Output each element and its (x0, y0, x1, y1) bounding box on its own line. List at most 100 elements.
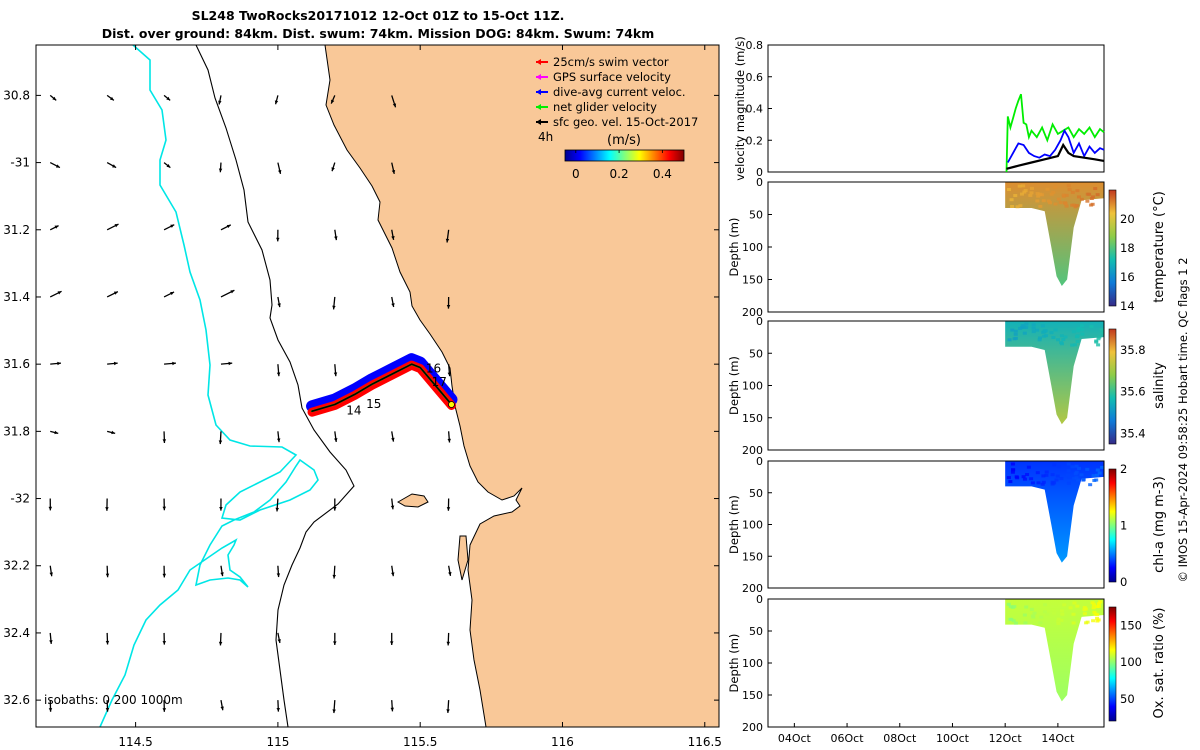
section-speckle (1100, 331, 1105, 335)
section-speckle (1095, 468, 1100, 472)
velocity-arrowhead (447, 438, 451, 443)
profile-ytick-label: 50 (749, 487, 763, 500)
section-speckle (1080, 332, 1085, 336)
velocity-arrowhead (112, 164, 117, 168)
profile-colorbar-tick-label: 35.6 (1120, 385, 1146, 399)
legend-box (530, 52, 714, 132)
section-speckle (1012, 605, 1017, 609)
date-tick-label: 14Oct (1041, 732, 1075, 745)
velocity-ytick-label: 0.2 (746, 134, 764, 147)
velocity-arrowhead (332, 709, 336, 714)
section-speckle (1099, 328, 1104, 332)
profile-ytick-label: 100 (742, 657, 763, 670)
velocity-arrowhead (391, 303, 395, 308)
section-speckle (1040, 324, 1045, 328)
section-speckle (1064, 204, 1069, 208)
profile-colorbar-tick-label: 1 (1120, 519, 1127, 533)
section-speckle (1070, 190, 1075, 194)
section-speckle (1023, 621, 1028, 625)
velocity-arrowhead (277, 303, 281, 308)
profile-ytick-label: 150 (742, 550, 763, 563)
map-frame (35, 44, 720, 728)
section-speckle (1036, 481, 1041, 485)
section-speckle (1042, 334, 1047, 338)
velocity-arrowhead (162, 641, 166, 645)
section-speckle (1089, 196, 1094, 200)
velocity-arrowhead (105, 708, 110, 712)
profile-colorbar (1108, 328, 1117, 445)
velocity-arrowhead (218, 168, 223, 173)
section-speckle (1085, 199, 1090, 203)
title-line-1: SL248 TwoRocks20171012 12-Oct 01Z to 15-… (192, 8, 565, 23)
section-speckle (1060, 612, 1065, 616)
section-speckle (1041, 480, 1046, 484)
profile-colorbar (1108, 189, 1117, 307)
velocity-ylabel: velocity magnitude (m/s) (733, 36, 747, 181)
section-speckle (1079, 473, 1084, 477)
velocity-arrowhead (274, 100, 279, 105)
section-speckle (1011, 468, 1016, 472)
section-speckle (1037, 338, 1042, 342)
section-speckle (1064, 193, 1069, 197)
legend-label: sfc geo. vel. 15-Oct-2017 (553, 115, 698, 129)
velocity-arrowhead (333, 641, 337, 645)
section-speckle (1022, 477, 1027, 481)
velocity-arrowhead (162, 573, 167, 578)
section-speckle (1028, 193, 1033, 197)
isobath-1000m (99, 45, 319, 727)
profile-ytick-label: 200 (742, 306, 763, 319)
section-speckle (1053, 328, 1058, 332)
map-ytick-label: 31.6 (3, 357, 30, 371)
section-speckle (1037, 336, 1042, 340)
section-speckle (1089, 325, 1094, 329)
map-ytick-label: 31.8 (3, 424, 30, 438)
map-xtick-label: 116.5 (688, 735, 722, 749)
section-speckle (1035, 471, 1040, 475)
section-speckle (1100, 465, 1105, 469)
isobaths-label: isobaths: 0 200 1000m (44, 693, 183, 707)
section-speckle (1007, 338, 1012, 342)
section-speckle (1043, 603, 1048, 607)
velocity-arrowhead (113, 361, 118, 366)
section-speckle (1040, 482, 1045, 486)
velocity-arrowhead (226, 224, 231, 229)
velocity-arrowhead (49, 640, 53, 644)
velocity-arrowhead (333, 372, 338, 377)
section-speckle (1074, 476, 1079, 480)
section-speckle (1085, 192, 1090, 196)
section-speckle (1054, 478, 1059, 482)
section-speckle (1049, 331, 1054, 335)
velocity-arrowhead (277, 169, 282, 174)
section-speckle (1051, 190, 1056, 194)
legend-swatch-head (536, 89, 541, 95)
section-speckle (1015, 205, 1020, 209)
velocity-ytick-label: 0.6 (746, 71, 764, 84)
section-speckle (1072, 601, 1077, 605)
profile-colorbar-label: Ox. sat. ratio (%) (1152, 608, 1167, 719)
colorbar-tick-label: 0 (572, 167, 580, 181)
profile-ylabel: Depth (m) (727, 634, 741, 693)
velocity-ytick-label: 0.8 (746, 39, 764, 52)
section-speckle (1024, 325, 1029, 329)
colorbar-tick-label: 0.4 (653, 167, 672, 181)
velocity-arrowhead (446, 304, 451, 309)
section-speckle (1006, 476, 1011, 480)
profile-ytick-label: 200 (742, 721, 763, 734)
profile-colorbar-tick-label: 18 (1120, 241, 1135, 255)
section-speckle (1085, 467, 1090, 471)
velocity-arrowhead (57, 291, 62, 295)
section-speckle (1031, 615, 1036, 619)
velocity-arrowhead (448, 572, 452, 576)
profile-colorbar-tick-label: 14 (1120, 299, 1135, 313)
velocity-arrowhead (276, 372, 281, 377)
section-speckle (1056, 619, 1061, 623)
section-speckle (1098, 600, 1103, 604)
section-speckle (1050, 473, 1055, 477)
map-ytick-label: 31.4 (3, 290, 30, 304)
velocity-arrowhead (447, 372, 452, 377)
section-speckle (1046, 199, 1051, 203)
section-speckle (1008, 605, 1013, 609)
velocity-arrowhead (332, 574, 336, 579)
